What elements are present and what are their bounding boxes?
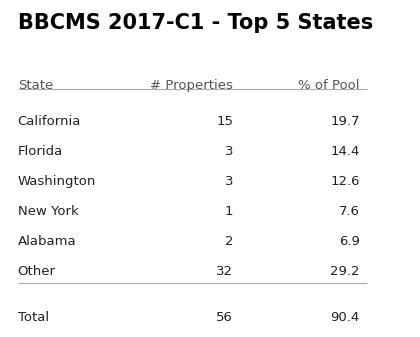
Text: # Properties: # Properties [150, 79, 233, 92]
Text: 15: 15 [216, 116, 233, 128]
Text: 90.4: 90.4 [331, 311, 360, 324]
Text: BBCMS 2017-C1 - Top 5 States: BBCMS 2017-C1 - Top 5 States [18, 13, 373, 33]
Text: Florida: Florida [18, 145, 63, 158]
Text: 2: 2 [225, 235, 233, 248]
Text: Alabama: Alabama [18, 235, 76, 248]
Text: Other: Other [18, 265, 55, 278]
Text: 3: 3 [225, 175, 233, 188]
Text: 56: 56 [216, 311, 233, 324]
Text: 29.2: 29.2 [330, 265, 360, 278]
Text: % of Pool: % of Pool [298, 79, 360, 92]
Text: Total: Total [18, 311, 49, 324]
Text: 32: 32 [216, 265, 233, 278]
Text: 6.9: 6.9 [339, 235, 360, 248]
Text: New York: New York [18, 205, 79, 218]
Text: 12.6: 12.6 [330, 175, 360, 188]
Text: California: California [18, 116, 81, 128]
Text: 1: 1 [225, 205, 233, 218]
Text: 3: 3 [225, 145, 233, 158]
Text: State: State [18, 79, 53, 92]
Text: 14.4: 14.4 [330, 145, 360, 158]
Text: Washington: Washington [18, 175, 96, 188]
Text: 19.7: 19.7 [330, 116, 360, 128]
Text: 7.6: 7.6 [339, 205, 360, 218]
